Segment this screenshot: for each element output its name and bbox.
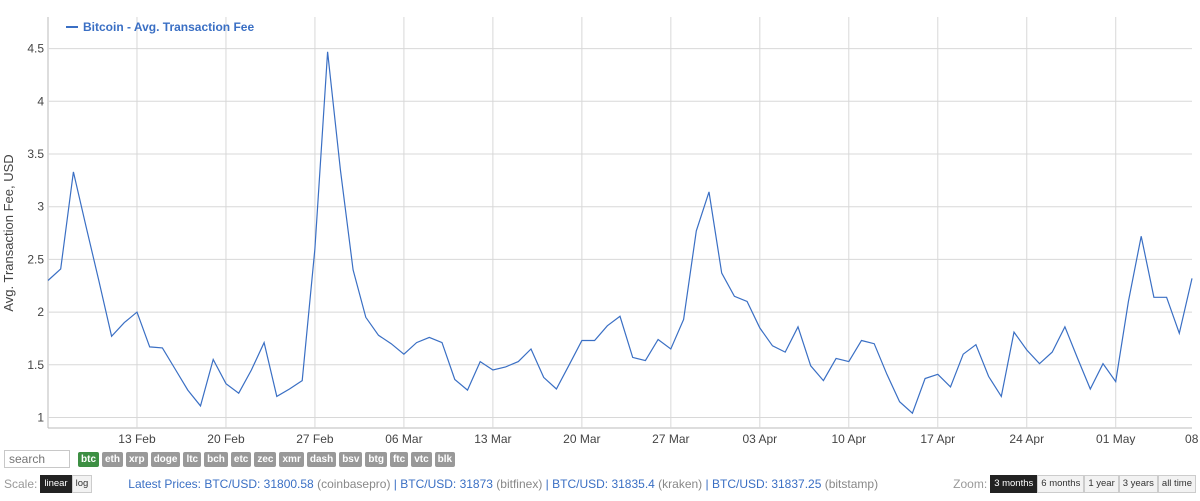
y-tick-label: 1 (37, 410, 44, 424)
fee-line-chart[interactable]: 13 Feb 20 Feb 27 Feb 06 Mar 13 Mar 20 Mar 27 M… (0, 0, 1200, 445)
legend-swatch (66, 26, 78, 28)
coin-button-bsv[interactable]: bsv (339, 451, 363, 467)
coin-selector: btc eth xrp doge ltc bch etc zec xmr dash bsv btg ft… (78, 451, 456, 467)
x-axis: 13 Feb 20 Feb 27 Feb 06 Mar 13 Mar 20 Mar 27 M… (118, 432, 1200, 445)
chart-grid (47, 17, 1192, 429)
coin-button-btg[interactable]: btg (365, 451, 387, 467)
x-tick-label: 06 Mar (385, 432, 422, 445)
x-tick-label: 13 Mar (474, 432, 511, 445)
coin-button-xrp[interactable]: xrp (126, 451, 148, 467)
x-tick-label: 24 Apr (1009, 432, 1044, 445)
price-source: (bitstamp) (824, 477, 879, 491)
y-tick-label: 3 (37, 200, 44, 214)
zoom-label: Zoom: (953, 477, 988, 491)
y-tick-label: 1.5 (27, 358, 44, 372)
scale-button-linear[interactable]: linear (40, 475, 72, 493)
price-link[interactable]: BTC/USD: 31835.4 (552, 477, 659, 491)
price-link[interactable]: BTC/USD: 31800.58 (204, 477, 318, 491)
coin-button-ltc[interactable]: ltc (183, 451, 202, 467)
x-tick-label: 08 May (1185, 432, 1200, 445)
y-tick-label: 4 (37, 94, 44, 108)
price-separator: | (390, 477, 401, 491)
legend-label: Bitcoin - Avg. Transaction Fee (83, 20, 255, 34)
coin-button-eth[interactable]: eth (102, 451, 123, 467)
y-axis: 1 1.5 2 2.5 3 3.5 4 4.5 (27, 42, 44, 425)
coin-button-zec[interactable]: zec (254, 451, 277, 467)
scale-label: Scale: (4, 477, 38, 491)
x-tick-label: 13 Feb (118, 432, 156, 445)
prices-label: Latest Prices: (128, 477, 201, 491)
scale-button-log[interactable]: log (71, 475, 93, 493)
price-link[interactable]: BTC/USD: 31873 (400, 477, 497, 491)
zoom-button-1-year[interactable]: 1 year (1084, 475, 1119, 493)
coin-button-bch[interactable]: bch (204, 451, 228, 467)
y-axis-title: Avg. Transaction Fee, USD (1, 154, 16, 311)
x-tick-label: 20 Mar (563, 432, 600, 445)
scale-toggle: linear log (40, 475, 93, 493)
zoom-button-all-time[interactable]: all time (1157, 475, 1196, 493)
zoom-button-3-years[interactable]: 3 years (1118, 475, 1158, 493)
y-tick-label: 2 (37, 305, 44, 319)
coin-controls: btcethxrpdogeltcbchetczecxmrdashbsvbtgft… (4, 450, 456, 468)
zoom-toggle: 3 months 6 months 1 year 3 years all time (990, 475, 1196, 493)
coin-button-dash[interactable]: dash (306, 451, 337, 467)
zoom-button-3-months[interactable]: 3 months (990, 475, 1038, 493)
y-tick-label: 2.5 (27, 252, 44, 266)
coin-button-blk[interactable]: blk (434, 451, 456, 467)
price-separator: | (542, 477, 553, 491)
coin-button-ftc[interactable]: ftc (389, 451, 409, 467)
chart-legend[interactable]: Bitcoin - Avg. Transaction Fee (66, 20, 254, 34)
series-line-bitcoin[interactable] (47, 51, 1193, 415)
coin-button-doge[interactable]: doge (150, 451, 181, 467)
price-source: (coinbasepro) (317, 477, 391, 491)
price-link[interactable]: BTC/USD: 31837.25 (711, 477, 825, 491)
x-tick-label: 01 May (1096, 432, 1135, 445)
coin-button-vtc[interactable]: vtc (411, 451, 432, 467)
x-tick-label: 17 Apr (920, 432, 955, 445)
coin-button-btc[interactable]: btc (78, 451, 99, 467)
zoom-button-6-months[interactable]: 6 months (1037, 475, 1085, 493)
y-tick-label: 3.5 (27, 147, 44, 161)
x-tick-label: 27 Mar (652, 432, 689, 445)
x-tick-label: 20 Feb (207, 432, 245, 445)
price-separator: | (702, 477, 712, 491)
price-source: (bitfinex) (496, 477, 543, 491)
x-tick-label: 03 Apr (742, 432, 777, 445)
price-source: (kraken) (658, 477, 703, 491)
latest-prices: Latest Prices: BTC/USD: 31800.58 (coinba… (128, 477, 878, 491)
coin-button-xmr[interactable]: xmr (279, 451, 304, 467)
zoom-controls: Zoom: 3 months 6 months 1 year 3 years all t… (953, 475, 1196, 493)
y-tick-label: 4.5 (27, 42, 44, 56)
search-input[interactable] (4, 450, 70, 468)
x-tick-label: 10 Apr (831, 432, 866, 445)
x-tick-label: 27 Feb (296, 432, 334, 445)
coin-button-etc[interactable]: etc (230, 451, 252, 467)
bottom-bar: Scale: linear log Latest Prices: BTC/USD:… (4, 475, 1196, 493)
